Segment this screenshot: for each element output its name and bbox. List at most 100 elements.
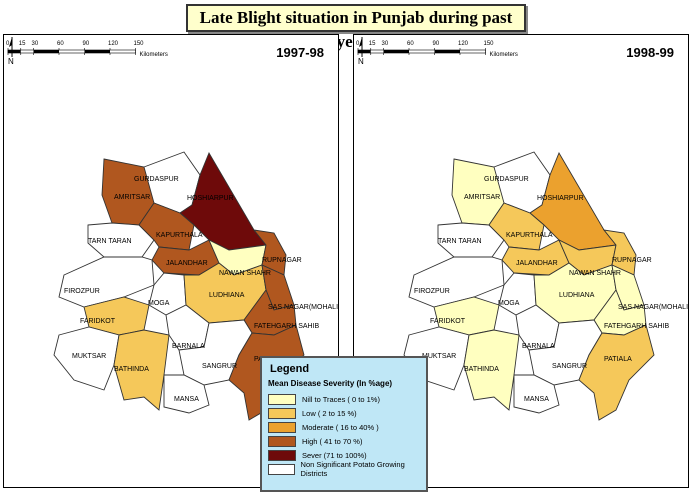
district-label-faridkot: FARIDKOT — [430, 318, 466, 325]
legend: Legend Mean Disease Severity (In %age) N… — [260, 356, 428, 492]
scale-tick-label: 60 — [57, 41, 64, 47]
district-label-faridkot: FARIDKOT — [80, 318, 116, 325]
district-label-fatehgarh-sahib: FATEHGARH SAHIB — [254, 323, 320, 330]
district-mansa — [513, 374, 560, 414]
district-label-hoshiarpur: HOSHIARPUR — [187, 195, 234, 202]
district-label-sas-nagar-mohali: SAS NAGAR(MOHALI) — [618, 304, 688, 311]
district-label-muktsar: MUKTSAR — [72, 353, 106, 360]
district-map: GURDASPUR AMRITSAR TARN TARAN HOSHIARPUR KAP… — [403, 151, 688, 421]
legend-swatch — [268, 463, 295, 475]
scale-tick-label: 0 — [6, 41, 10, 47]
district-label-ludhiana: LUDHIANA — [559, 292, 595, 299]
district-label-kapurthala: KAPURTHALA — [506, 232, 553, 239]
north-arrow-icon: N — [358, 37, 364, 65]
district-label-firozpur: FIROZPUR — [64, 288, 100, 295]
map-title: Late Blight situation in Punjab during p… — [186, 4, 526, 51]
scale-tick-label: 60 — [407, 41, 414, 47]
legend-swatch — [268, 407, 296, 419]
scale-tick-label: 90 — [433, 41, 440, 47]
district-label-firozpur: FIROZPUR — [414, 288, 450, 295]
district-map: GURDASPUR AMRITSAR TARN TARAN HOSHIARPUR KAP… — [53, 151, 338, 421]
legend-item-high: High ( 41 to 70 %) — [268, 434, 426, 448]
legend-label: Non Significant Potato Growing Districts — [300, 460, 405, 478]
district-label-tarn-taran: TARN TARAN — [88, 238, 132, 245]
district-muktsar — [53, 326, 120, 391]
scale-bar-body — [7, 49, 136, 54]
district-mansa — [163, 374, 210, 414]
district-label-patiala: PATIALA — [604, 356, 632, 363]
scale-tick-label: 30 — [382, 41, 389, 47]
district-patiala — [578, 324, 655, 421]
district-label-sangrur: SANGRUR — [552, 363, 587, 370]
district-label-barnala: BARNALA — [172, 343, 205, 350]
map-panel-1997-98: N 1997-98 GURDASPUR AMRITSAR TARN TARAN HOS… — [3, 34, 339, 488]
district-label-mansa: MANSA — [174, 396, 199, 403]
legend-subtitle: Mean Disease Severity (In %age) — [268, 379, 393, 388]
district-label-hoshiarpur: HOSHIARPUR — [537, 195, 584, 202]
legend-swatch — [268, 393, 296, 405]
legend-title: Legend — [270, 363, 310, 375]
district-label-amritsar: AMRITSAR — [114, 194, 150, 201]
legend-swatch — [268, 421, 296, 433]
scale-bar-body — [357, 49, 486, 54]
district-bathinda — [463, 329, 520, 411]
district-label-mansa: MANSA — [524, 396, 549, 403]
scale-tick-label: 120 — [108, 41, 119, 47]
district-label-moga: MOGA — [498, 300, 520, 307]
scale-tick-label: 90 — [83, 41, 90, 47]
district-label-muktsar: MUKTSAR — [422, 353, 456, 360]
district-firozpur — [58, 256, 155, 308]
district-label-gurdaspur: GURDASPUR — [484, 176, 529, 183]
legend-item-moderate: Moderate ( 16 to 40% ) — [268, 420, 426, 434]
scale-bar: 0 15 30 60 90 120 150 Kilometers — [356, 41, 518, 58]
district-label-bathinda: BATHINDA — [114, 366, 149, 373]
legend-item-severe: Sever (71 to 100%) — [268, 448, 426, 462]
legend-item-nil: Nill to Traces ( 0 to 1%) — [268, 392, 426, 406]
scale-tick-label: 120 — [458, 41, 469, 47]
district-label-ludhiana: LUDHIANA — [209, 292, 245, 299]
district-tarn-taran — [87, 222, 155, 258]
district-label-jalandhar: JALANDHAR — [516, 260, 558, 267]
district-label-kapurthala: KAPURTHALA — [156, 232, 203, 239]
district-label-amritsar: AMRITSAR — [464, 194, 500, 201]
district-label-nawan-shahr: NAWAN SHAHR — [569, 270, 621, 277]
scale-tick-label: 150 — [484, 41, 495, 47]
scale-bar-segment — [383, 50, 409, 53]
scale-tick-label: 15 — [369, 41, 376, 47]
district-label-rupnagar: RUPNAGAR — [262, 257, 302, 264]
north-arrow-icon: N — [8, 37, 14, 65]
legend-label: Low ( 2 to 15 %) — [302, 408, 357, 418]
district-bathinda — [113, 329, 170, 411]
legend-label: Moderate ( 16 to 40% ) — [302, 422, 379, 432]
year-label: 1998-99 — [626, 45, 674, 60]
year-label: 1997-98 — [276, 45, 324, 60]
scale-bar-segment — [33, 50, 59, 53]
district-label-jalandhar: JALANDHAR — [166, 260, 208, 267]
legend-label: Nill to Traces ( 0 to 1%) — [302, 394, 380, 404]
district-label-sas-nagar-mohali: SAS NAGAR(MOHALI) — [268, 304, 338, 311]
district-label-rupnagar: RUPNAGAR — [612, 257, 652, 264]
scale-tick-label: 150 — [134, 41, 145, 47]
legend-swatch — [268, 435, 296, 447]
scale-tick-label: 0 — [356, 41, 360, 47]
legend-item-low: Low ( 2 to 15 %) — [268, 406, 426, 420]
legend-label: High ( 41 to 70 %) — [302, 436, 363, 446]
district-label-barnala: BARNALA — [522, 343, 555, 350]
legend-item-none: Non Significant Potato Growing Districts — [268, 460, 426, 478]
scale-tick-label: 15 — [19, 41, 26, 47]
district-tarn-taran — [437, 222, 505, 258]
district-label-sangrur: SANGRUR — [202, 363, 237, 370]
legend-swatch — [268, 449, 296, 461]
district-firozpur — [408, 256, 505, 308]
scale-bar-segment — [84, 50, 110, 53]
map-panel-1998-99: N 1998-99 GURDASPUR AMRITSAR TARN TARAN HOS… — [353, 34, 689, 488]
district-label-nawan-shahr: NAWAN SHAHR — [219, 270, 271, 277]
scale-bar-segment — [358, 50, 371, 53]
scale-bar-segment — [8, 50, 21, 53]
scale-bar: 0 15 30 60 90 120 150 Kilometers — [6, 41, 168, 58]
north-label: N — [8, 57, 14, 65]
district-label-gurdaspur: GURDASPUR — [134, 176, 179, 183]
scale-unit: Kilometers — [140, 52, 168, 58]
scale-tick-label: 30 — [32, 41, 39, 47]
district-label-fatehgarh-sahib: FATEHGARH SAHIB — [604, 323, 670, 330]
